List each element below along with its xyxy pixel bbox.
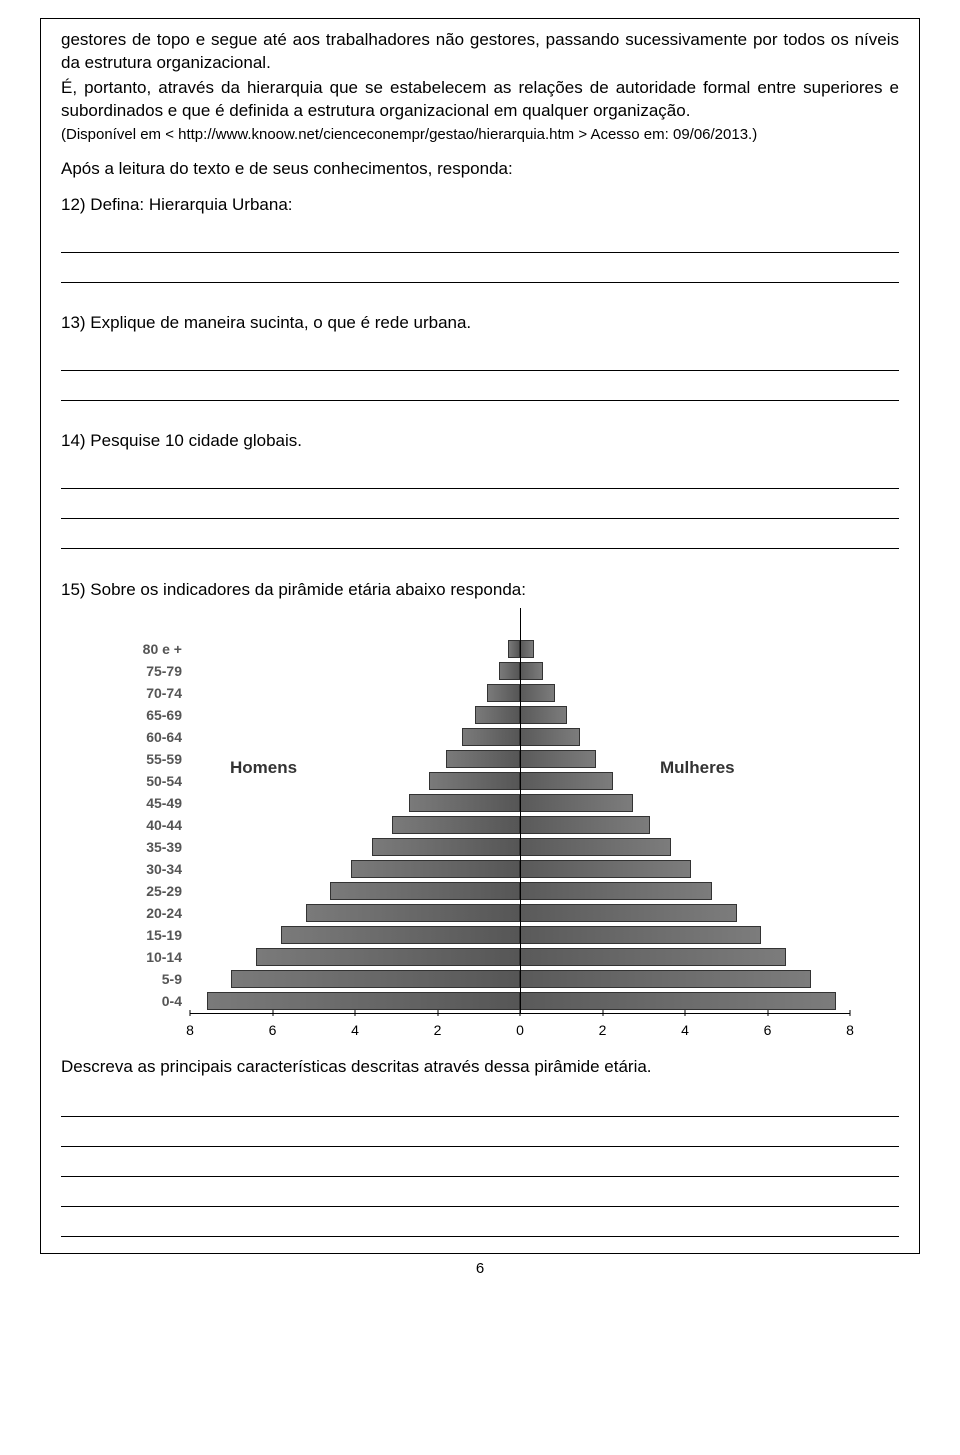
answer-line[interactable] (61, 499, 899, 519)
pyramid-bar-left (231, 970, 520, 988)
answer-lines-14 (61, 469, 899, 549)
pyramid-x-tick-label: 0 (516, 1016, 524, 1038)
answer-lines-13 (61, 351, 899, 401)
pyramid-bar-right (520, 728, 580, 746)
answer-line[interactable] (61, 233, 899, 253)
answer-line[interactable] (61, 1127, 899, 1147)
pyramid-age-label: 40-44 (146, 817, 182, 833)
pyramid-age-label: 25-29 (146, 883, 182, 899)
pyramid-bar-left (446, 750, 520, 768)
pyramid-bar-right (520, 640, 534, 658)
reading-prompt: Após a leitura do texto e de seus conhec… (61, 158, 899, 181)
pyramid-bar-right (520, 684, 555, 702)
pyramid-left-label: Homens (230, 758, 297, 778)
answer-line[interactable] (61, 381, 899, 401)
pyramid-bar-left (487, 684, 520, 702)
pyramid-x-tick-label: 8 (846, 1016, 854, 1038)
pyramid-chart-area: 80 e + 75-79 70-74 65-69 60-64 55-59 50-54 45-4… (100, 608, 860, 1038)
pyramid-x-tick-label: 2 (434, 1016, 442, 1038)
population-pyramid: 80 e + 75-79 70-74 65-69 60-64 55-59 50-54 45-4… (100, 608, 860, 1038)
pyramid-bar-right (520, 706, 567, 724)
question-15-text: 15) Sobre os indicadores da pirâmide etá… (61, 579, 899, 602)
pyramid-x-tick-label: 4 (681, 1016, 689, 1038)
pyramid-bar-left (256, 948, 520, 966)
pyramid-bar-right (520, 882, 712, 900)
pyramid-x-tick-label: 6 (764, 1016, 772, 1038)
pyramid-bar-left (409, 794, 520, 812)
pyramid-bar-left (462, 728, 520, 746)
pyramid-right-label: Mulheres (660, 758, 735, 778)
pyramid-bar-right (520, 948, 786, 966)
answer-line[interactable] (61, 469, 899, 489)
pyramid-bar-right (520, 772, 613, 790)
pyramid-age-label: 80 e + (143, 641, 182, 657)
pyramid-bar-left (508, 640, 520, 658)
pyramid-bar-right (520, 838, 671, 856)
pyramid-x-tick-label: 6 (269, 1016, 277, 1038)
pyramid-bar-left (392, 816, 520, 834)
question-12: 12) Defina: Hierarquia Urbana: (61, 195, 899, 283)
pyramid-age-label: 50-54 (146, 773, 182, 789)
pyramid-age-label: 0-4 (162, 993, 182, 1009)
pyramid-age-label: 10-14 (146, 949, 182, 965)
intro-citation: (Disponível em < http://www.knoow.net/ci… (61, 125, 899, 145)
pyramid-bar-left (330, 882, 520, 900)
answer-line[interactable] (61, 1187, 899, 1207)
pyramid-bar-right (520, 926, 761, 944)
pyramid-age-label: 55-59 (146, 751, 182, 767)
pyramid-age-label: 75-79 (146, 663, 182, 679)
pyramid-age-label: 65-69 (146, 707, 182, 723)
answer-lines-12 (61, 233, 899, 283)
answer-line[interactable] (61, 351, 899, 371)
pyramid-age-label: 35-39 (146, 839, 182, 855)
pyramid-age-label: 70-74 (146, 685, 182, 701)
answer-line[interactable] (61, 1157, 899, 1177)
pyramid-bar-left (306, 904, 521, 922)
pyramid-bar-right (520, 662, 543, 680)
pyramid-y-axis (520, 608, 521, 1014)
pyramid-age-label: 15-19 (146, 927, 182, 943)
page-number: 6 (40, 1260, 920, 1277)
answer-line[interactable] (61, 529, 899, 549)
pyramid-age-label: 45-49 (146, 795, 182, 811)
pyramid-bar-right (520, 992, 836, 1010)
pyramid-bar-left (207, 992, 521, 1010)
intro-para-1: gestores de topo e segue até aos trabalh… (61, 29, 899, 75)
pyramid-bar-left (372, 838, 521, 856)
question-14: 14) Pesquise 10 cidade globais. (61, 431, 899, 549)
pyramid-bar-left (351, 860, 520, 878)
pyramid-age-label: 60-64 (146, 729, 182, 745)
question-12-text: 12) Defina: Hierarquia Urbana: (61, 195, 899, 215)
answer-lines-15 (61, 1097, 899, 1237)
page-frame: gestores de topo e segue até aos trabalh… (40, 18, 920, 1254)
pyramid-age-label: 5-9 (162, 971, 182, 987)
pyramid-bar-right (520, 750, 596, 768)
pyramid-bar-left (429, 772, 520, 790)
pyramid-bar-right (520, 860, 691, 878)
pyramid-bar-left (281, 926, 520, 944)
pyramid-age-labels: 80 e + 75-79 70-74 65-69 60-64 55-59 50-54 45-4… (100, 608, 186, 1014)
answer-line[interactable] (61, 1097, 899, 1117)
pyramid-x-tick-label: 8 (186, 1016, 194, 1038)
pyramid-age-label: 30-34 (146, 861, 182, 877)
pyramid-x-tick-label: 4 (351, 1016, 359, 1038)
pyramid-x-tick-label: 2 (599, 1016, 607, 1038)
pyramid-age-label: 20-24 (146, 905, 182, 921)
pyramid-bar-right (520, 816, 650, 834)
intro-para-2: É, portanto, através da hierarquia que s… (61, 77, 899, 123)
question-13-text: 13) Explique de maneira sucinta, o que é… (61, 313, 899, 333)
pyramid-bar-left (499, 662, 520, 680)
question-15b-text: Descreva as principais características d… (61, 1056, 899, 1079)
answer-line[interactable] (61, 263, 899, 283)
pyramid-bar-left (475, 706, 520, 724)
pyramid-bar-right (520, 794, 633, 812)
question-13: 13) Explique de maneira sucinta, o que é… (61, 313, 899, 401)
answer-line[interactable] (61, 1217, 899, 1237)
question-14-text: 14) Pesquise 10 cidade globais. (61, 431, 899, 451)
pyramid-bar-right (520, 904, 737, 922)
pyramid-bar-right (520, 970, 811, 988)
